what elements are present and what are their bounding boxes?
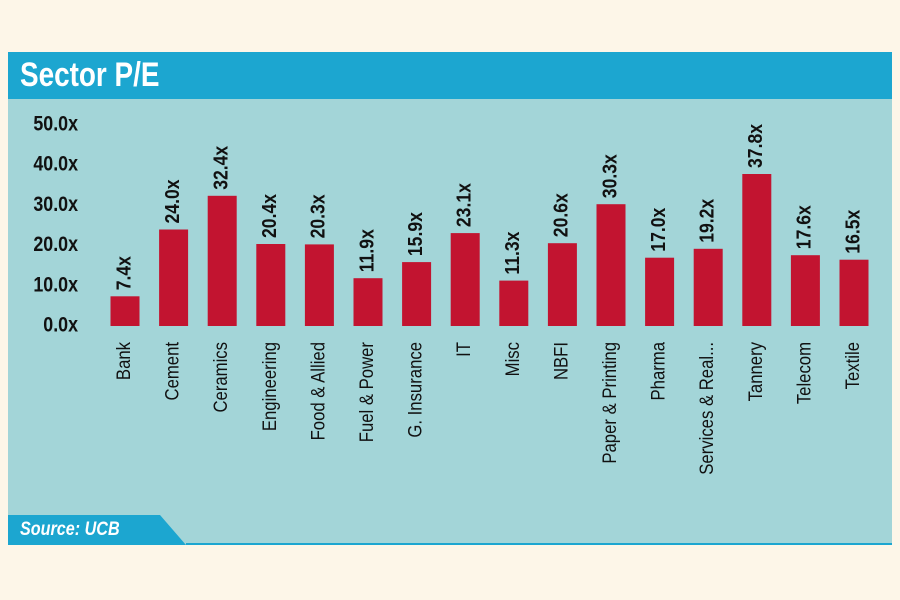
y-tick-label: 0.0x — [43, 313, 78, 337]
y-tick-label: 30.0x — [33, 193, 78, 217]
bar — [547, 243, 577, 326]
category-label: Bank — [113, 342, 134, 380]
category-label: Engineering — [259, 342, 280, 431]
y-tick-label: 10.0x — [33, 273, 78, 297]
category-label: Paper & Printing — [599, 342, 620, 464]
bar — [839, 259, 869, 326]
category-label: Food & Allied — [307, 342, 328, 440]
bar — [693, 248, 723, 326]
bar — [207, 195, 237, 326]
category-label: IT — [453, 342, 474, 357]
bar — [353, 278, 383, 326]
bar — [742, 174, 772, 326]
header-bar: Sector P/E — [8, 52, 892, 99]
y-axis: 0.0x 10.0x 20.0x 30.0x 40.0x 50.0x — [33, 112, 78, 337]
bars — [110, 174, 869, 326]
bar — [402, 262, 432, 326]
chart-panel: Sector P/E 0.0x 10.0x 20.0x 30.0x 40.0x 50.0x… — [8, 52, 892, 545]
category-label: Cement — [162, 342, 183, 401]
bar-value-label: 17.0x — [647, 207, 669, 252]
category-label: Pharma — [648, 342, 669, 401]
bar-value-label: 23.1x — [452, 183, 474, 228]
category-labels: Bank Cement Ceramics Engineering Food & Alli… — [113, 342, 863, 475]
category-label: Services & Real... — [696, 342, 717, 475]
y-tick-label: 20.0x — [33, 233, 78, 257]
footer-line — [186, 543, 892, 545]
footer: Source: UCB — [8, 515, 892, 545]
bar-value-label: 24.0x — [161, 179, 183, 224]
bar — [159, 229, 189, 326]
category-label: Tannery — [745, 342, 766, 401]
category-label: G. Insurance — [405, 342, 426, 438]
bar-value-label: 17.6x — [793, 205, 815, 250]
category-label: NBFI — [550, 342, 571, 380]
bar — [790, 255, 820, 326]
bar-value-label: 11.9x — [355, 229, 377, 273]
bar-value-label: 30.3x — [598, 154, 620, 199]
bar-chart: 0.0x 10.0x 20.0x 30.0x 40.0x 50.0x 7.4x 24.0x 3… — [33, 112, 869, 475]
bar — [304, 244, 334, 326]
bar-value-label: 11.3x — [501, 231, 523, 275]
source-label: Source: UCB — [20, 519, 120, 540]
category-label: Ceramics — [210, 342, 231, 413]
bar — [450, 233, 480, 326]
y-tick-label: 40.0x — [33, 152, 78, 176]
bar-value-label: 7.4x — [112, 256, 134, 291]
bar-value-label: 20.4x — [258, 193, 280, 238]
category-label: Fuel & Power — [356, 342, 377, 442]
bar-value-label: 16.5x — [841, 209, 863, 254]
bar-value-label: 20.6x — [550, 193, 572, 238]
bar — [499, 280, 529, 326]
bar — [645, 257, 675, 326]
bar-value-label: 15.9x — [404, 212, 426, 257]
bar — [110, 296, 140, 326]
bar-value-label: 20.3x — [307, 194, 329, 239]
y-tick-label: 50.0x — [33, 112, 78, 136]
bar-value-label: 37.8x — [744, 123, 766, 168]
bar-value-label: 32.4x — [209, 145, 231, 190]
category-label: Textile — [842, 342, 863, 389]
bar-value-label: 19.2x — [695, 198, 717, 243]
source-tab: Source: UCB — [8, 515, 186, 545]
value-labels: 7.4x 24.0x 32.4x 20.4x 20.3x 11.9x 15.9x 23.1x 1… — [112, 123, 863, 290]
bar — [596, 204, 626, 326]
category-label: Telecom — [793, 342, 814, 404]
chart-title: Sector P/E — [20, 56, 160, 94]
category-label: Misc — [502, 342, 523, 376]
bar — [256, 244, 286, 326]
